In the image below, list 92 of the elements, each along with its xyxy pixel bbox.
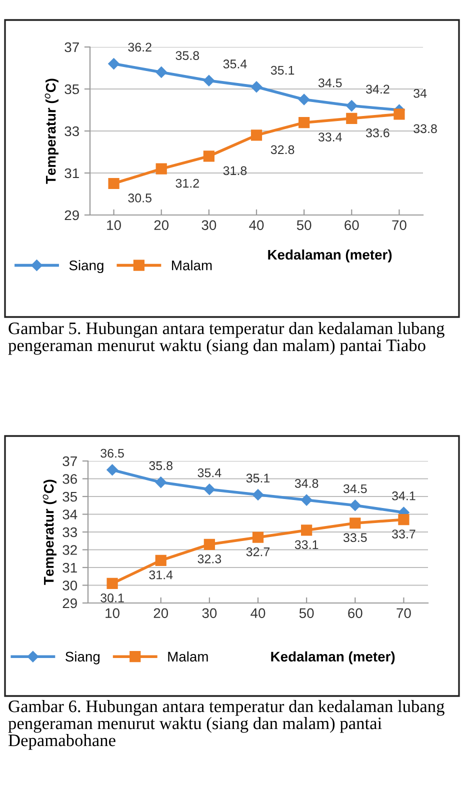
point — [252, 489, 264, 500]
x-tick-label: 30 — [202, 220, 216, 230]
legend-label: Malam — [172, 260, 212, 270]
y-axis-title: Temperatur ($^{o}$C) — [44, 78, 58, 184]
data-label: 31.8 — [223, 166, 247, 176]
y-axis-title: Temperatur ($^{o}$C) — [42, 480, 56, 585]
x-tick-label: 20 — [154, 608, 168, 618]
point — [298, 117, 310, 128]
point — [350, 500, 361, 511]
data-label: 33.8 — [414, 124, 437, 134]
y-tick-label: 30 — [62, 580, 78, 590]
data-label: 36.5 — [100, 448, 124, 458]
data-label: 35.1 — [246, 474, 270, 483]
data-label: 31.4 — [149, 570, 173, 580]
y-tick-label: 33 — [64, 126, 79, 136]
point — [300, 494, 312, 506]
y-tick-label: 32 — [62, 545, 77, 555]
data-label: 33.6 — [366, 128, 390, 138]
data-label: 34.5 — [343, 484, 367, 494]
x-tick-label: 60 — [348, 608, 362, 618]
point — [252, 532, 264, 543]
point — [350, 518, 361, 529]
x-tick-label: 10 — [106, 608, 120, 618]
y-tick-label: 31 — [64, 168, 79, 178]
point — [346, 100, 358, 112]
point — [106, 578, 118, 590]
data-label: 34.8 — [294, 479, 318, 488]
data-label: 31.2 — [176, 178, 199, 188]
data-label: 35.8 — [149, 461, 172, 470]
y-tick-label: 35 — [64, 84, 80, 94]
x-tick-label: 70 — [396, 608, 411, 618]
x-tick-label: 50 — [299, 608, 314, 618]
x-tick-label: 20 — [154, 220, 169, 230]
point — [204, 484, 216, 496]
point — [108, 58, 120, 70]
y-tick-label: 36 — [62, 474, 77, 484]
point — [155, 554, 166, 566]
y-tick-label: 35 — [62, 492, 78, 502]
text: Gambar 5. Hubungan antara temperatur dan kedalaman lubang pengeraman menurut waktu (siang dan malam) pantai Tiabo — [8, 322, 444, 355]
x-tick-label: 50 — [296, 220, 312, 230]
point — [346, 112, 358, 124]
x-tick-label: 40 — [249, 220, 264, 230]
data-label: 33.5 — [343, 533, 367, 542]
x-tick-label: 70 — [392, 220, 406, 230]
data-label: 35.1 — [270, 66, 294, 75]
y-tick-label: 37 — [62, 456, 77, 466]
y-tick-label: 31 — [62, 562, 77, 573]
x-tick-label: 60 — [344, 220, 359, 230]
data-label: 30.5 — [128, 194, 152, 202]
point — [203, 74, 215, 86]
x-tick-label: 30 — [202, 608, 217, 618]
x-axis-title: Kedalaman (meter) — [268, 249, 392, 262]
data-label: 34 — [414, 88, 427, 98]
data-label: 34.2 — [366, 84, 390, 94]
data-label: 35.4 — [198, 468, 222, 478]
point — [155, 476, 166, 488]
x-axis-title: Kedalaman (meter) — [271, 651, 395, 664]
point — [203, 150, 214, 162]
data-label: 35.8 — [176, 51, 200, 60]
y-tick-label: 33 — [62, 527, 77, 538]
point — [204, 538, 215, 550]
x-tick-label: 10 — [107, 220, 121, 230]
y-tick-label: 29 — [64, 210, 79, 220]
data-label: 32.8 — [270, 145, 294, 154]
legend-label: Siang — [66, 651, 100, 664]
data-label: 32.3 — [198, 554, 222, 564]
point — [298, 94, 310, 106]
data-label: 34.5 — [318, 78, 342, 88]
point — [301, 524, 312, 536]
point — [156, 163, 167, 174]
data-label: 33.1 — [294, 540, 318, 550]
y-tick-label: 29 — [62, 598, 77, 608]
point — [156, 66, 167, 78]
data-label: 33.4 — [318, 132, 342, 142]
data-label: 34.1 — [392, 491, 416, 500]
y-tick-label: 37 — [64, 42, 79, 52]
point — [106, 464, 118, 476]
legend-label: Malam — [168, 651, 208, 662]
point — [250, 130, 262, 141]
legend-label: Siang — [69, 260, 104, 274]
data-label: 33.7 — [392, 530, 416, 538]
data-label: 30.1 — [100, 594, 124, 602]
data-label: 36.2 — [128, 42, 152, 52]
data-label: 35.4 — [223, 60, 247, 68]
y-tick-label: 34 — [62, 510, 78, 520]
x-tick-label: 40 — [250, 608, 266, 618]
point — [250, 81, 262, 93]
point — [394, 108, 405, 120]
text: Gambar 6. Hubungan antara temperatur dan kedalaman lubang pengeraman menurut waktu (siang dan malam) pantai Depamabohane — [8, 700, 444, 750]
data-label: 32.7 — [246, 547, 270, 556]
point — [108, 178, 120, 190]
point — [398, 514, 410, 526]
